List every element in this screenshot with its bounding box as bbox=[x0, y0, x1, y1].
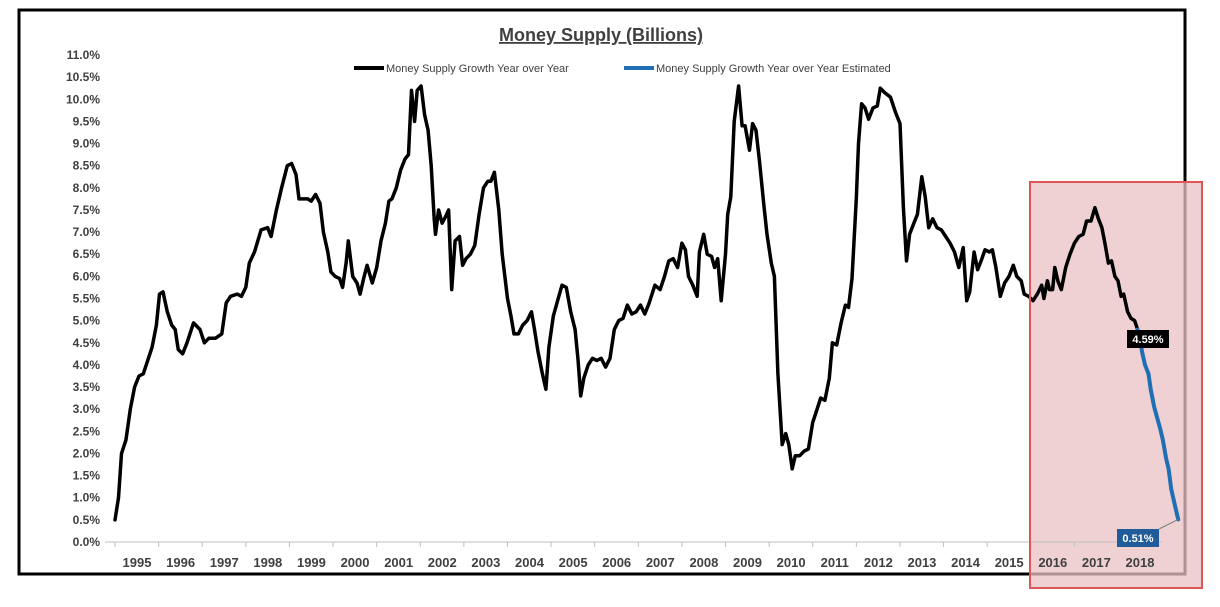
y-tick-label: 9.5% bbox=[73, 114, 101, 128]
y-tick-label: 9.0% bbox=[73, 137, 101, 151]
x-tick-label: 1997 bbox=[210, 555, 239, 570]
y-tick-label: 2.0% bbox=[73, 446, 101, 460]
x-tick-label: 2010 bbox=[777, 555, 806, 570]
x-tick-label: 2009 bbox=[733, 555, 762, 570]
x-tick-label: 2000 bbox=[341, 555, 370, 570]
y-tick-label: 6.5% bbox=[73, 247, 101, 261]
legend-label: Money Supply Growth Year over Year Estim… bbox=[656, 63, 891, 75]
y-tick-label: 7.0% bbox=[73, 225, 101, 239]
annotation-leader bbox=[1158, 518, 1179, 530]
x-tick-label: 1999 bbox=[297, 555, 326, 570]
y-tick-label: 8.0% bbox=[73, 181, 101, 195]
y-tick-label: 8.5% bbox=[73, 159, 101, 173]
y-tick-label: 10.0% bbox=[66, 92, 100, 106]
y-tick-label: 11.0% bbox=[67, 48, 101, 62]
x-tick-label: 2013 bbox=[907, 555, 936, 570]
y-tick-label: 2.5% bbox=[73, 424, 101, 438]
x-tick-label: 2007 bbox=[646, 555, 675, 570]
x-tick-label: 2016 bbox=[1038, 555, 1067, 570]
annotation-box bbox=[1117, 529, 1159, 547]
x-tick-label: 2004 bbox=[515, 555, 545, 570]
y-tick-label: 5.5% bbox=[73, 292, 101, 306]
legend-label: Money Supply Growth Year over Year bbox=[386, 63, 569, 75]
x-tick-label: 1998 bbox=[253, 555, 282, 570]
y-tick-label: 0.0% bbox=[73, 535, 101, 549]
x-tick-label: 2002 bbox=[428, 555, 457, 570]
chart-border bbox=[17, 8, 1187, 576]
y-tick-label: 1.0% bbox=[73, 491, 101, 505]
x-tick-label: 2015 bbox=[995, 555, 1024, 570]
x-tick-label: 2018 bbox=[1126, 555, 1155, 570]
annotation-box bbox=[1127, 330, 1169, 348]
x-tick-label: 2011 bbox=[821, 555, 849, 570]
x-tick-label: 2003 bbox=[471, 555, 500, 570]
x-tick-label: 2005 bbox=[559, 555, 588, 570]
x-tick-label: 2001 bbox=[384, 555, 413, 570]
y-tick-label: 4.5% bbox=[73, 336, 101, 350]
y-tick-label: 1.5% bbox=[73, 469, 101, 483]
y-tick-label: 3.0% bbox=[73, 402, 101, 416]
annotation-label: 4.59% bbox=[1132, 334, 1163, 346]
y-tick-label: 3.5% bbox=[73, 380, 101, 394]
y-tick-label: 10.5% bbox=[66, 70, 100, 84]
y-tick-label: 7.5% bbox=[73, 203, 101, 217]
series-line-estimated bbox=[1135, 327, 1181, 522]
x-tick-label: 2012 bbox=[864, 555, 893, 570]
highlight-region-border bbox=[1029, 181, 1203, 589]
series-line-actual bbox=[113, 84, 1140, 522]
x-tick-label: 2008 bbox=[689, 555, 718, 570]
y-tick-label: 4.0% bbox=[73, 358, 101, 372]
x-tick-label: 2017 bbox=[1082, 555, 1111, 570]
x-tick-label: 2006 bbox=[602, 555, 631, 570]
y-tick-label: 6.0% bbox=[73, 269, 101, 283]
highlight-region-fill bbox=[1030, 182, 1202, 588]
y-tick-label: 0.5% bbox=[73, 513, 101, 527]
x-tick-label: 2014 bbox=[951, 555, 981, 570]
x-tick-label: 1995 bbox=[123, 555, 152, 570]
y-tick-label: 5.0% bbox=[73, 314, 101, 328]
annotation-label: 0.51% bbox=[1122, 533, 1153, 545]
x-tick-label: 1996 bbox=[166, 555, 195, 570]
chart-title: Money Supply (Billions) bbox=[499, 25, 703, 45]
